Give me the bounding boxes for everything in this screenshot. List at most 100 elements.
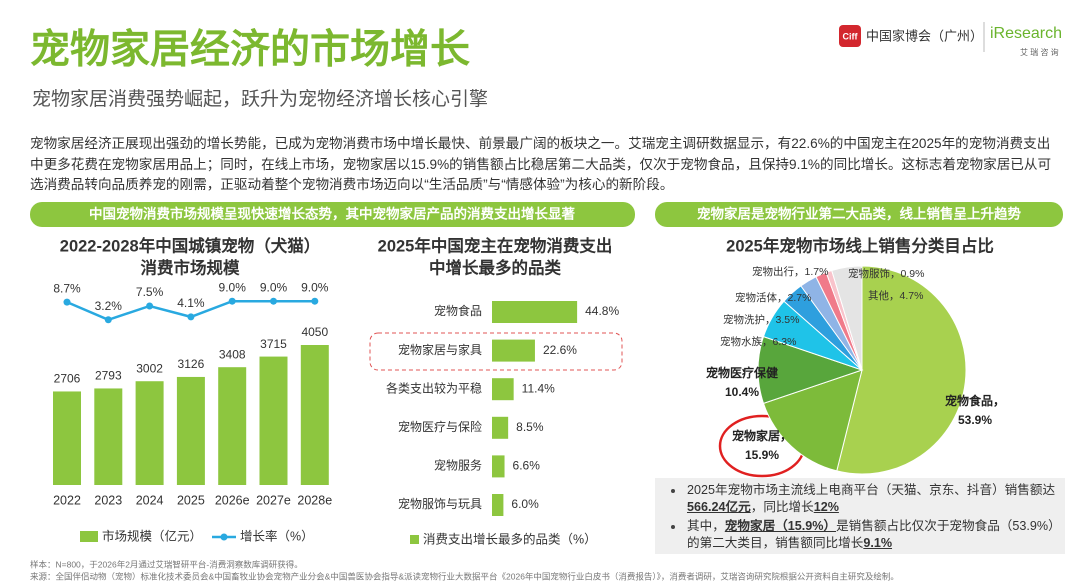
value-label: 3408 — [219, 347, 246, 361]
slice-value: 2.7% — [788, 292, 812, 304]
slice-label-group: 宠物服饰，0.9% — [848, 267, 924, 280]
y-tick-label: 宠物服饰与玩具 — [398, 496, 482, 511]
slice-value: 1.7% — [805, 266, 829, 278]
logo-ciff: Ciff — [843, 31, 859, 41]
legend-label: 消费支出增长最多的品类（%） — [423, 531, 597, 546]
line-point — [187, 313, 195, 321]
slice-label-group: 宠物水族，6.3% — [720, 335, 796, 348]
logo-fair: 中国家博会（广州） — [866, 28, 983, 43]
value-label: 7.5% — [136, 285, 164, 299]
y-tick-label: 宠物服务 — [434, 458, 482, 473]
bar — [492, 339, 535, 362]
note-text: 其中， — [687, 519, 725, 533]
legend-marker — [220, 533, 228, 541]
x-tick-label: 2027e — [256, 493, 291, 507]
value-label: 6.0% — [511, 497, 539, 511]
x-tick-label: 2025 — [177, 493, 205, 507]
value-label: 9.0% — [301, 280, 329, 294]
note-text: 是销售额占比仅次于宠物食品（53.9%）的第二大类目，销售额同比增长 — [687, 519, 1061, 550]
slice-value: 4.7% — [900, 290, 924, 302]
y-tick-label: 宠物家居与家具 — [398, 342, 482, 357]
note-text: 宠物家居（15.9%） — [724, 519, 837, 533]
value-label: 3126 — [178, 357, 205, 371]
line-point — [270, 297, 277, 305]
slice-label: 宠物出行， — [752, 265, 805, 278]
y-tick-label: 各类支出较为平稳 — [386, 380, 482, 395]
line-point — [228, 297, 236, 305]
logo-iresearch-cn: 艾 瑞 咨 询 — [1020, 47, 1059, 57]
note-text: 12% — [813, 500, 839, 514]
slice-label: 宠物活体， — [735, 291, 788, 304]
logo-iresearch: iResearch — [990, 25, 1062, 42]
bar — [94, 388, 123, 485]
slice-label: 宠物食品， — [945, 393, 1005, 408]
slice-label: 宠物医疗保健 — [706, 365, 779, 380]
slice-value: 53.9% — [958, 413, 992, 427]
value-label: 8.5% — [516, 420, 544, 434]
slice-value: 3.5% — [776, 314, 800, 326]
pie-slice — [836, 265, 967, 475]
bar — [53, 391, 81, 485]
banner: 宠物家居是宠物行业第二大品类，线上销售呈上升趋势 — [697, 206, 1021, 222]
x-tick-label: 2026e — [215, 493, 250, 507]
footnote: 样本：N=800，于2026年2月通过艾瑞智研平台-消费洞察数库调研获得。 — [30, 559, 303, 569]
slice-label-group: 宠物出行，1.7% — [752, 265, 828, 278]
value-label: 22.6% — [543, 343, 577, 357]
bar — [218, 367, 247, 485]
value-label: 9.0% — [219, 280, 247, 294]
highlight-box — [369, 332, 623, 371]
value-label: 9.0% — [260, 280, 288, 294]
value-label: 3.2% — [95, 299, 123, 313]
chart-title: 消费市场规模 — [141, 257, 241, 277]
legend-label: 市场规模（亿元） — [102, 528, 202, 543]
y-tick-label: 宠物医疗与保险 — [398, 419, 482, 434]
value-label: 44.8% — [585, 304, 619, 318]
slice-value: 10.4% — [725, 385, 759, 399]
note-text: ，同比增长 — [750, 500, 814, 514]
value-label: 3715 — [260, 337, 287, 351]
logo-mark — [839, 25, 861, 47]
slice-value: 0.9% — [901, 268, 925, 280]
value-label: 2793 — [95, 369, 122, 383]
y-tick-label: 宠物食品 — [434, 303, 482, 318]
x-tick-label: 2023 — [94, 493, 122, 507]
subtitle: 宠物家居消费强势崛起，跃升为宠物经济增长核心引擎 — [32, 88, 488, 110]
note: 其中，宠物家居（15.9%）是销售额占比仅次于宠物食品（53.9%）的第二大类目… — [659, 518, 1061, 552]
footnote: 来源：全国伴侣动物（宠物）标准化技术委员会&中国畜牧业协会宠物产业分会&中国兽医… — [30, 571, 899, 581]
slice-label-group: 其他，4.7% — [868, 289, 923, 302]
slice-label: 宠物家居， — [732, 428, 792, 443]
value-label: 3002 — [136, 361, 163, 375]
intro-text: 宠物家居经济正展现出强劲的增长势能，已成为宠物消费市场中增长最快、前景最广阔的板… — [30, 136, 1052, 192]
chart-title: 2022-2028年中国城镇宠物（犬猫） — [60, 235, 320, 255]
x-tick-label: 2022 — [53, 493, 81, 507]
slice-label: 宠物水族， — [720, 335, 773, 348]
bar — [492, 494, 504, 516]
slice-label-group: 宠物活体，2.7% — [735, 291, 811, 304]
bar — [176, 376, 205, 485]
value-label: 4.1% — [177, 296, 205, 310]
banner-bg — [30, 202, 635, 227]
note: 2025年宠物市场主流线上电商平台（天猫、京东、抖音）销售额达 566.24亿元，… — [659, 482, 1061, 516]
line-point — [63, 298, 71, 306]
legend-swatch — [410, 535, 419, 544]
line-point — [311, 297, 319, 305]
line-point — [104, 316, 112, 324]
notes-box: 2025年宠物市场主流线上电商平台（天猫、京东、抖音）销售额达 566.24亿元，… — [655, 478, 1065, 554]
banner: 中国宠物消费市场规模呈现快速增长态势，其中宠物家居产品的消费支出增长显著 — [89, 206, 575, 222]
note-text: 9.1% — [863, 536, 893, 550]
title: 宠物家居经济的市场增长 — [30, 28, 470, 72]
slice-label: 其他， — [868, 289, 900, 302]
value-label: 8.7% — [53, 281, 81, 295]
slice-label: 宠物服饰， — [848, 267, 901, 280]
line-point — [146, 302, 154, 310]
chart-title: 2025年中国宠主在宠物消费支出 — [378, 235, 613, 255]
slice-label-group: 宠物洗护，3.5% — [723, 313, 799, 326]
value-label: 2706 — [54, 372, 81, 386]
value-label: 4050 — [301, 325, 328, 339]
bar — [492, 455, 505, 478]
slice-value: 6.3% — [773, 336, 797, 348]
legend-label: 增长率（%） — [240, 528, 314, 543]
chart-title: 2025年宠物市场线上销售分类目占比 — [726, 235, 994, 255]
